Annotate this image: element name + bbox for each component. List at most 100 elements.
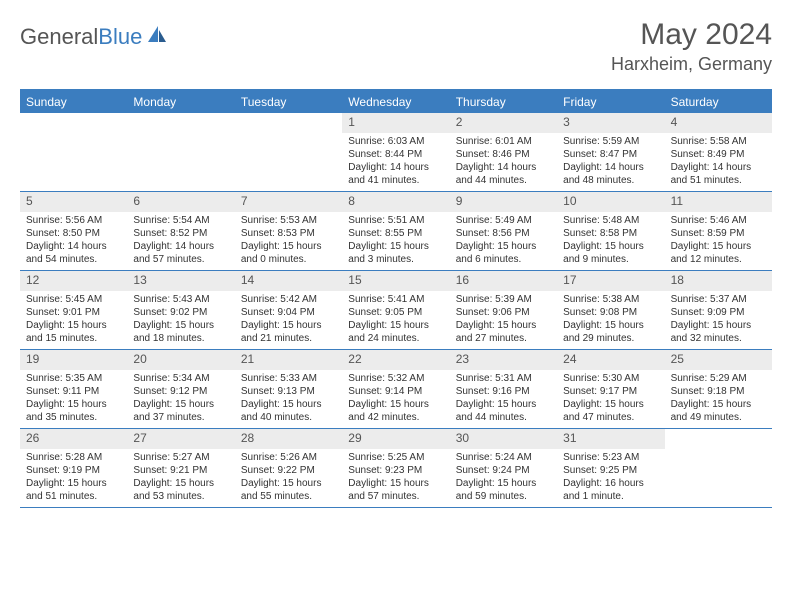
day-cell: 10Sunrise: 5:48 AMSunset: 8:58 PMDayligh… [557,192,664,270]
daylight-text: Daylight: 15 hours and 59 minutes. [456,477,551,503]
sunrise-text: Sunrise: 5:38 AM [563,293,658,306]
sunrise-text: Sunrise: 5:48 AM [563,214,658,227]
day-info: Sunrise: 5:27 AMSunset: 9:21 PMDaylight:… [127,451,234,507]
day-cell: 4Sunrise: 5:58 AMSunset: 8:49 PMDaylight… [665,113,772,191]
day-cell: 30Sunrise: 5:24 AMSunset: 9:24 PMDayligh… [450,429,557,507]
month-title: May 2024 [611,18,772,52]
daylight-text: Daylight: 14 hours and 44 minutes. [456,161,551,187]
day-cell: 22Sunrise: 5:32 AMSunset: 9:14 PMDayligh… [342,350,449,428]
daylight-text: Daylight: 14 hours and 54 minutes. [26,240,121,266]
sunset-text: Sunset: 8:47 PM [563,148,658,161]
day-number: 16 [450,271,557,291]
sunrise-text: Sunrise: 5:42 AM [241,293,336,306]
sunset-text: Sunset: 9:06 PM [456,306,551,319]
brand-logo: GeneralBlue [20,18,168,50]
day-info: Sunrise: 5:43 AMSunset: 9:02 PMDaylight:… [127,293,234,349]
dayname-thu: Thursday [450,91,557,113]
sunrise-text: Sunrise: 5:24 AM [456,451,551,464]
sunset-text: Sunset: 9:12 PM [133,385,228,398]
week-row: 5Sunrise: 5:56 AMSunset: 8:50 PMDaylight… [20,192,772,271]
sunrise-text: Sunrise: 5:53 AM [241,214,336,227]
sunrise-text: Sunrise: 5:43 AM [133,293,228,306]
day-cell: 6Sunrise: 5:54 AMSunset: 8:52 PMDaylight… [127,192,234,270]
sunset-text: Sunset: 8:53 PM [241,227,336,240]
daylight-text: Daylight: 15 hours and 9 minutes. [563,240,658,266]
sunrise-text: Sunrise: 5:56 AM [26,214,121,227]
week-row: 26Sunrise: 5:28 AMSunset: 9:19 PMDayligh… [20,429,772,508]
day-cell: 16 Sunrise: 5:39 AMSunset: 9:06 PMDayligh… [450,271,557,349]
day-info: Sunrise: 5:29 AMSunset: 9:18 PMDaylight:… [665,372,772,428]
daylight-text: Daylight: 15 hours and 44 minutes. [456,398,551,424]
day-number: 15 [342,271,449,291]
sunset-text: Sunset: 9:17 PM [563,385,658,398]
brand-part2: Blue [98,24,142,50]
day-number: 27 [127,429,234,449]
dayname-sun: Sunday [20,91,127,113]
weeks-container: ...1Sunrise: 6:03 AMSunset: 8:44 PMDayli… [20,113,772,508]
day-cell: 28Sunrise: 5:26 AMSunset: 9:22 PMDayligh… [235,429,342,507]
day-info: Sunrise: 5:28 AMSunset: 9:19 PMDaylight:… [20,451,127,507]
day-info: Sunrise: 5:48 AMSunset: 8:58 PMDaylight:… [557,214,664,270]
week-row: 12Sunrise: 5:45 AMSunset: 9:01 PMDayligh… [20,271,772,350]
day-number: 21 [235,350,342,370]
day-cell: 27Sunrise: 5:27 AMSunset: 9:21 PMDayligh… [127,429,234,507]
day-number: 13 [127,271,234,291]
day-cell: . [235,113,342,191]
day-number: 8 [342,192,449,212]
day-number: 10 [557,192,664,212]
day-cell: 8Sunrise: 5:51 AMSunset: 8:55 PMDaylight… [342,192,449,270]
sunset-text: Sunset: 9:16 PM [456,385,551,398]
day-cell: 2Sunrise: 6:01 AMSunset: 8:46 PMDaylight… [450,113,557,191]
daylight-text: Daylight: 14 hours and 41 minutes. [348,161,443,187]
daylight-text: Daylight: 14 hours and 51 minutes. [671,161,766,187]
sunrise-text: Sunrise: 5:51 AM [348,214,443,227]
day-number: 24 [557,350,664,370]
day-number: 2 [450,113,557,133]
day-number: 20 [127,350,234,370]
day-cell: 25Sunrise: 5:29 AMSunset: 9:18 PMDayligh… [665,350,772,428]
day-number: 18 [665,271,772,291]
day-info: Sunrise: 5:46 AMSunset: 8:59 PMDaylight:… [665,214,772,270]
sunrise-text: Sunrise: 5:35 AM [26,372,121,385]
daylight-text: Daylight: 15 hours and 12 minutes. [671,240,766,266]
daylight-text: Daylight: 15 hours and 3 minutes. [348,240,443,266]
daylight-text: Daylight: 15 hours and 53 minutes. [133,477,228,503]
day-info: Sunrise: 5:49 AMSunset: 8:56 PMDaylight:… [450,214,557,270]
day-cell: . [665,429,772,507]
day-cell: 7Sunrise: 5:53 AMSunset: 8:53 PMDaylight… [235,192,342,270]
dayname-mon: Monday [127,91,234,113]
sunrise-text: Sunrise: 5:39 AM [456,293,551,306]
daylight-text: Daylight: 15 hours and 15 minutes. [26,319,121,345]
week-row: ...1Sunrise: 6:03 AMSunset: 8:44 PMDayli… [20,113,772,192]
daylight-text: Daylight: 15 hours and 55 minutes. [241,477,336,503]
sunset-text: Sunset: 8:46 PM [456,148,551,161]
sunset-text: Sunset: 9:01 PM [26,306,121,319]
day-cell: 5Sunrise: 5:56 AMSunset: 8:50 PMDaylight… [20,192,127,270]
day-number: 7 [235,192,342,212]
day-number: 23 [450,350,557,370]
day-cell: 26Sunrise: 5:28 AMSunset: 9:19 PMDayligh… [20,429,127,507]
day-number: 3 [557,113,664,133]
sunset-text: Sunset: 9:05 PM [348,306,443,319]
sunset-text: Sunset: 9:11 PM [26,385,121,398]
day-info: Sunrise: 5:37 AMSunset: 9:09 PMDaylight:… [665,293,772,349]
day-number: 25 [665,350,772,370]
sunrise-text: Sunrise: 5:37 AM [671,293,766,306]
sunrise-text: Sunrise: 5:59 AM [563,135,658,148]
sunrise-text: Sunrise: 5:41 AM [348,293,443,306]
calendar: Sunday Monday Tuesday Wednesday Thursday… [20,89,772,508]
day-cell: 21Sunrise: 5:33 AMSunset: 9:13 PMDayligh… [235,350,342,428]
day-number: 28 [235,429,342,449]
daylight-text: Daylight: 15 hours and 18 minutes. [133,319,228,345]
daylight-text: Daylight: 15 hours and 32 minutes. [671,319,766,345]
day-info: Sunrise: 5:51 AMSunset: 8:55 PMDaylight:… [342,214,449,270]
day-number: 26 [20,429,127,449]
daylight-text: Daylight: 15 hours and 27 minutes. [456,319,551,345]
day-cell: 15Sunrise: 5:41 AMSunset: 9:05 PMDayligh… [342,271,449,349]
sunrise-text: Sunrise: 5:34 AM [133,372,228,385]
daylight-text: Daylight: 15 hours and 37 minutes. [133,398,228,424]
day-cell: 1Sunrise: 6:03 AMSunset: 8:44 PMDaylight… [342,113,449,191]
day-cell: 24Sunrise: 5:30 AMSunset: 9:17 PMDayligh… [557,350,664,428]
sunset-text: Sunset: 9:22 PM [241,464,336,477]
day-number: 6 [127,192,234,212]
